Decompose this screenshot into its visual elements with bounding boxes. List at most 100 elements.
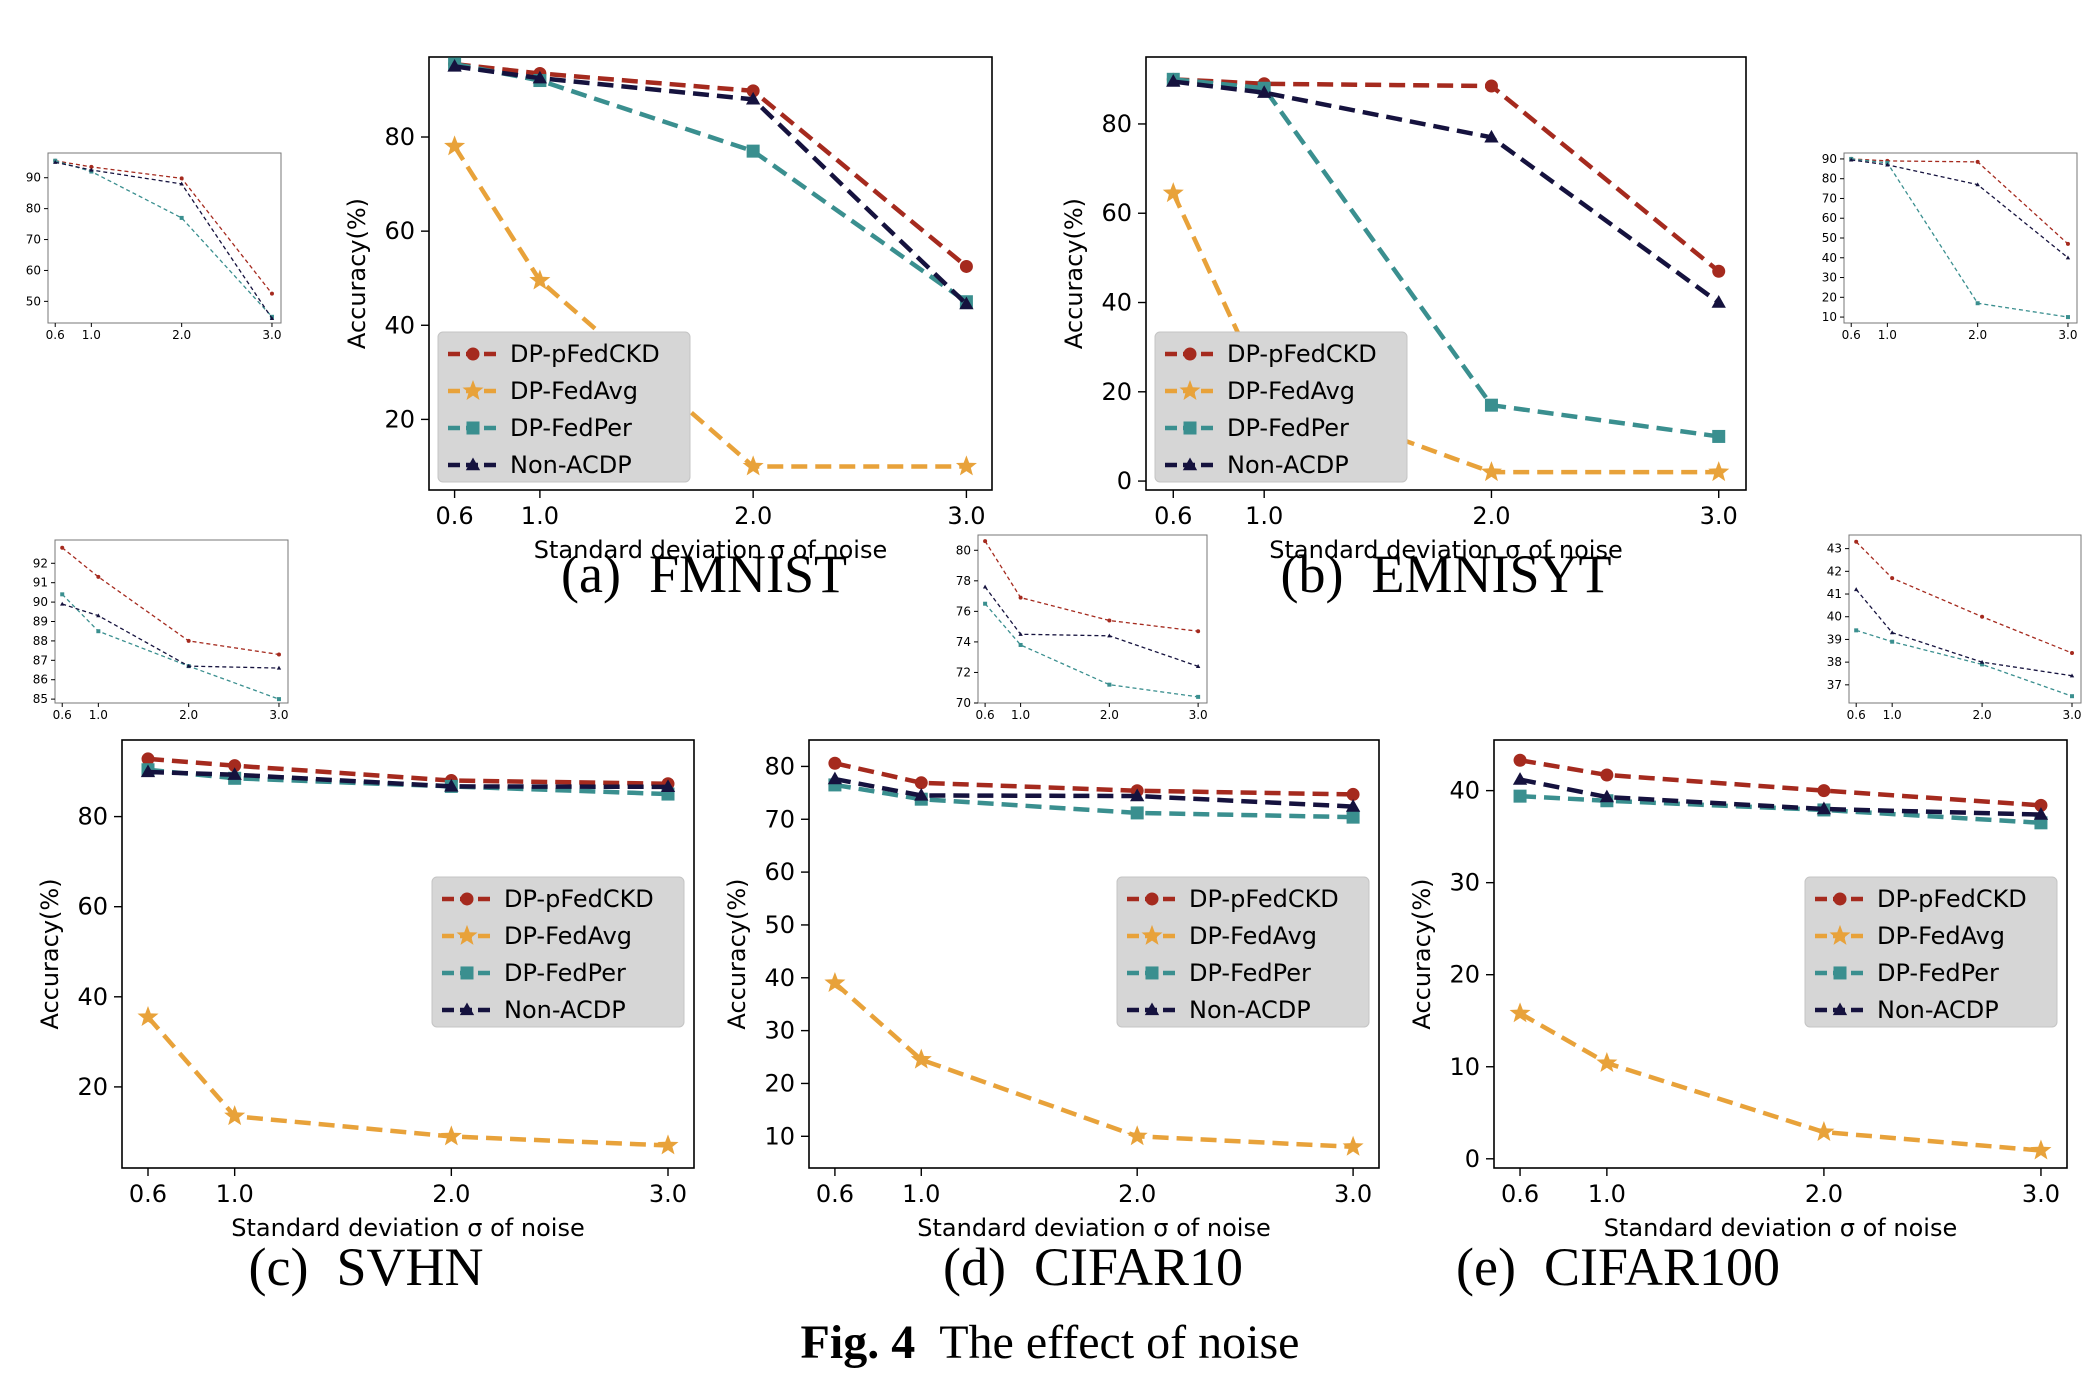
data-point: [1346, 787, 1360, 801]
chart-e: 0 10 20 30 40 0.6 1.0 2.0 3.0 Standard deviation …: [1408, 739, 2068, 1297]
legend-label: DP-FedPer: [1227, 414, 1349, 442]
data-point: [89, 167, 94, 172]
data-point: [179, 215, 184, 220]
x-tick-label: 2.0: [1973, 708, 1992, 722]
data-point: [1513, 789, 1527, 803]
data-point: [1257, 85, 1272, 98]
x-tick-label: 0.6: [816, 1180, 854, 1208]
data-point: [982, 584, 988, 589]
legend-item-non-acdp: Non-ACDP: [1165, 451, 1349, 479]
series-line: [1173, 77, 1721, 274]
y-tick-label: 38: [1827, 655, 1842, 669]
series-line: [833, 981, 1354, 1150]
data-point: [1196, 629, 1201, 634]
y-tick-label: 42: [1827, 564, 1842, 578]
data-point: [60, 592, 65, 597]
y-tick-label: 90: [33, 595, 48, 609]
data-point: [532, 70, 548, 84]
legend-label: DP-FedAvg: [510, 377, 638, 405]
x-tick-label: 1.0: [216, 1180, 254, 1208]
data-point: [1107, 618, 1112, 623]
legend-marker: [460, 892, 474, 906]
subplot-caption-name: EMNISYT: [1371, 544, 1611, 604]
series-line: [147, 769, 669, 790]
data-point: [1980, 662, 1985, 667]
series-line: [1855, 629, 2073, 697]
series-line: [61, 593, 280, 700]
inset-frame: [54, 539, 289, 704]
data-point: [2033, 807, 2049, 820]
data-point: [914, 776, 928, 790]
data-point: [1849, 157, 1854, 162]
chart-b: 0 20 40 60 80 0.6 1.0 2.0 3.0 Standard deviation …: [1060, 56, 1747, 604]
subplot-caption-name: CIFAR10: [1034, 1237, 1243, 1297]
data-point: [2069, 673, 2075, 678]
inset-frame: [47, 152, 282, 324]
x-tick-label: 2.0: [1968, 328, 1987, 342]
chart-d: 10 20 30 40 50 60 70 80 0.6 1.0 2.0 3.0 Standard dev…: [723, 739, 1380, 1297]
legend-box: [1116, 876, 1370, 1028]
subplot-caption-name: SVHN: [336, 1237, 483, 1297]
data-point: [983, 539, 988, 544]
legend-marker: [465, 457, 481, 471]
x-tick-label: 1.0: [82, 328, 101, 342]
x-tick-label: 2.0: [179, 708, 198, 722]
data-point: [1107, 682, 1112, 687]
y-tick-label: 40: [764, 964, 795, 992]
legend-marker: [1141, 924, 1163, 945]
series-line: [834, 761, 1354, 797]
data-point: [1480, 461, 1502, 482]
data-point: [276, 697, 281, 702]
x-tick-label: 0.6: [436, 502, 474, 530]
y-tick-label: 80: [26, 202, 41, 216]
legend-label: DP-FedPer: [1189, 959, 1311, 987]
data-point: [2070, 694, 2075, 699]
y-tick-label: 60: [764, 858, 795, 886]
legend-label: DP-FedAvg: [1227, 377, 1355, 405]
legend-item-non-acdp: Non-ACDP: [448, 451, 632, 479]
x-tick-label: 3.0: [1700, 502, 1738, 530]
legend-item-dp-fedavg: DP-FedAvg: [448, 377, 638, 405]
series-line: [1851, 158, 2069, 318]
data-point: [2030, 1139, 2052, 1160]
data-point: [179, 176, 184, 181]
subplot-caption-letter: (a): [561, 544, 621, 604]
x-tick-label: 1.0: [1878, 328, 1897, 342]
legend-item-dp-fedper: DP-FedPer: [1165, 414, 1349, 442]
data-point: [1513, 753, 1527, 767]
y-tick-label: 30: [1822, 271, 1837, 285]
y-tick-label: 70: [764, 805, 795, 833]
subplot-caption: (a) FMNIST: [561, 544, 847, 604]
series-line: [55, 160, 273, 318]
data-point: [1346, 810, 1360, 824]
data-point: [1512, 772, 1528, 785]
legend-label: DP-pFedCKD: [1877, 885, 2027, 913]
legend-item-dp-pfedckd: DP-pFedCKD: [1165, 340, 1377, 368]
data-point: [1599, 789, 1615, 803]
y-tick-label: 80: [764, 752, 795, 780]
x-tick-label: 0.6: [1501, 1180, 1539, 1208]
data-point: [269, 316, 275, 320]
series-dp-fedavg: [824, 972, 1364, 1156]
data-point: [60, 601, 65, 606]
series-line: [146, 1015, 669, 1148]
legend-label: DP-FedAvg: [1189, 922, 1317, 950]
data-point: [444, 135, 466, 156]
y-tick-label: 60: [1101, 199, 1132, 227]
y-tick-label: 10: [764, 1122, 795, 1150]
y-tick-label: 70: [26, 233, 41, 247]
y-axis-title: Accuracy(%): [343, 198, 371, 349]
data-point: [96, 629, 101, 634]
y-tick-label: 80: [384, 123, 415, 151]
legend: DP-pFedCKD DP-FedAvg DP-FedPer Non-ACDP: [1804, 876, 2058, 1028]
data-point: [1712, 429, 1726, 443]
legend-label: DP-pFedCKD: [1227, 340, 1377, 368]
series-non-acdp: [827, 771, 1361, 812]
subplot-caption-letter: (d): [943, 1237, 1006, 1297]
data-point: [746, 84, 760, 98]
legend-label: Non-ACDP: [510, 451, 632, 479]
y-axis-title: Accuracy(%): [1408, 878, 1436, 1029]
data-point: [1130, 806, 1144, 820]
series-line: [454, 61, 968, 269]
y-tick-label: 80: [77, 803, 108, 831]
